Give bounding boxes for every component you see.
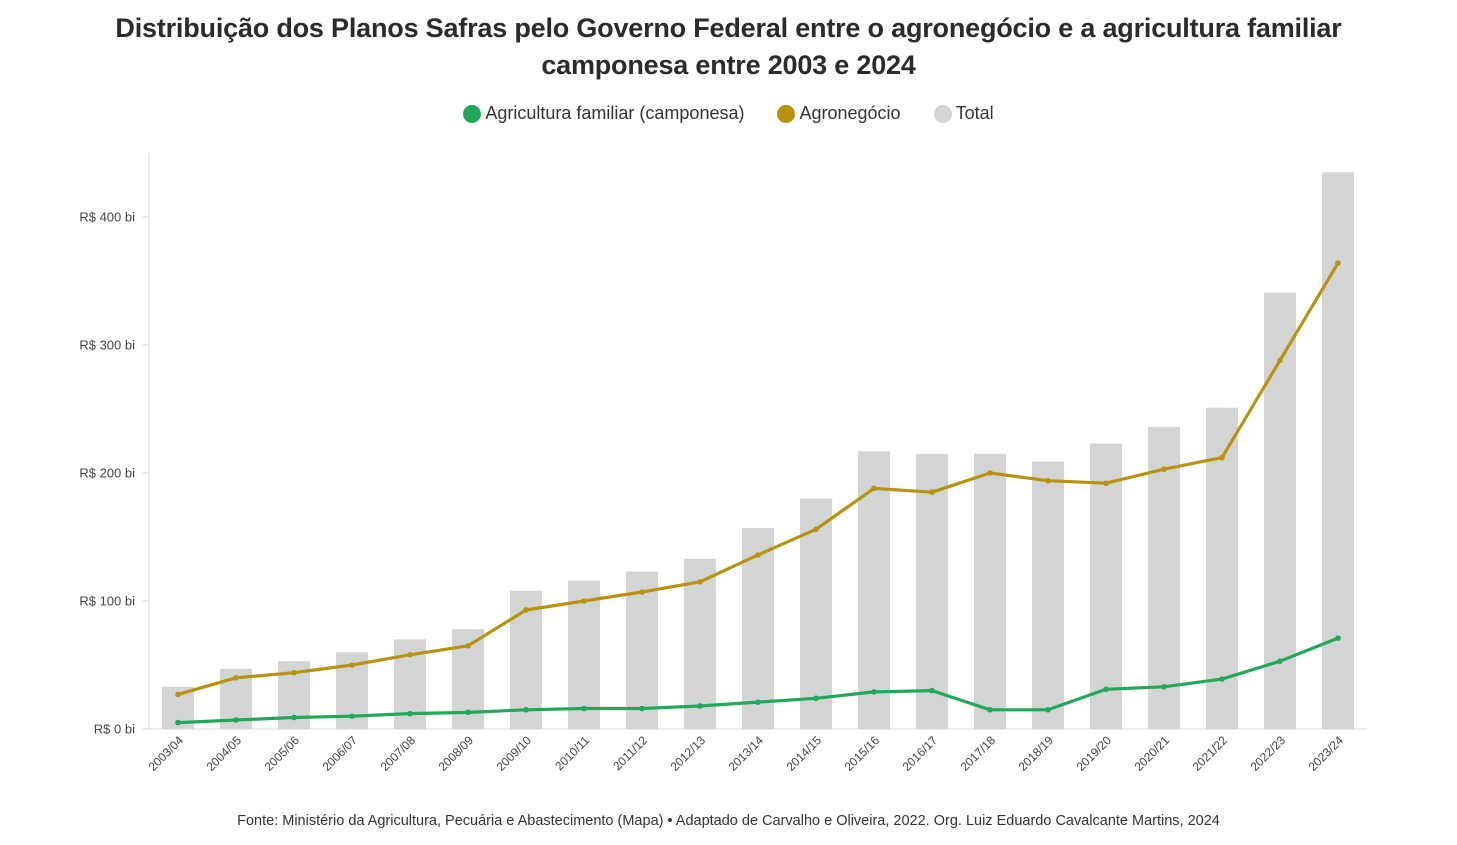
x-tick-label: 2013/14 — [726, 733, 767, 774]
point-agronegocio[interactable] — [1219, 455, 1225, 461]
point-agricultura-familiar[interactable] — [291, 715, 297, 721]
point-agricultura-familiar[interactable] — [1219, 676, 1225, 682]
x-tick-label: 2018/19 — [1016, 733, 1057, 774]
point-agronegocio[interactable] — [1161, 466, 1167, 472]
x-tick-label: 2011/12 — [610, 733, 650, 773]
x-tick-label: 2019/20 — [1074, 733, 1115, 774]
point-agronegocio[interactable] — [523, 607, 529, 613]
y-tick-label: R$ 0 bi — [94, 722, 135, 737]
x-tick-label: 2020/21 — [1132, 733, 1173, 774]
bar-total[interactable] — [974, 454, 1006, 729]
point-agronegocio[interactable] — [407, 652, 413, 658]
point-agricultura-familiar[interactable] — [349, 713, 355, 719]
y-tick-label: R$ 200 bi — [79, 466, 135, 481]
point-agronegocio[interactable] — [639, 589, 645, 595]
point-agricultura-familiar[interactable] — [813, 695, 819, 701]
x-tick-label: 2016/17 — [900, 733, 941, 774]
point-agronegocio[interactable] — [1103, 480, 1109, 486]
source-note: Fonte: Ministério da Agricultura, Pecuár… — [0, 813, 1457, 829]
point-agronegocio[interactable] — [813, 527, 819, 533]
point-agricultura-familiar[interactable] — [1161, 684, 1167, 690]
bar-total[interactable] — [1032, 461, 1064, 729]
point-agricultura-familiar[interactable] — [697, 703, 703, 709]
point-agricultura-familiar[interactable] — [581, 706, 587, 712]
point-agricultura-familiar[interactable] — [175, 720, 181, 726]
point-agronegocio[interactable] — [1277, 358, 1283, 364]
bar-total[interactable] — [916, 454, 948, 729]
point-agronegocio[interactable] — [1045, 478, 1051, 484]
point-agronegocio[interactable] — [291, 670, 297, 676]
x-tick-label: 2017/18 — [958, 733, 999, 774]
y-tick-label: R$ 300 bi — [79, 338, 135, 353]
point-agronegocio[interactable] — [233, 675, 239, 681]
x-tick-label: 2007/08 — [378, 733, 419, 774]
point-agronegocio[interactable] — [349, 662, 355, 668]
x-tick-label: 2012/13 — [668, 733, 709, 774]
point-agricultura-familiar[interactable] — [1335, 635, 1341, 641]
point-agricultura-familiar[interactable] — [407, 711, 413, 717]
x-tick-label: 2004/05 — [204, 733, 245, 774]
point-agricultura-familiar[interactable] — [465, 710, 471, 716]
x-tick-label: 2005/06 — [262, 733, 303, 774]
point-agronegocio[interactable] — [697, 579, 703, 585]
x-tick-label: 2009/10 — [494, 733, 535, 774]
point-agronegocio[interactable] — [465, 643, 471, 649]
point-agronegocio[interactable] — [581, 598, 587, 604]
point-agricultura-familiar[interactable] — [929, 688, 935, 694]
point-agronegocio[interactable] — [871, 486, 877, 492]
bar-total[interactable] — [1090, 444, 1122, 729]
x-tick-label: 2010/11 — [552, 733, 592, 773]
point-agricultura-familiar[interactable] — [639, 706, 645, 712]
bar-total[interactable] — [742, 528, 774, 729]
point-agricultura-familiar[interactable] — [233, 717, 239, 723]
point-agronegocio[interactable] — [1335, 260, 1341, 266]
point-agricultura-familiar[interactable] — [523, 707, 529, 713]
y-tick-label: R$ 100 bi — [79, 594, 135, 609]
point-agronegocio[interactable] — [987, 470, 993, 476]
x-tick-label: 2014/15 — [784, 733, 825, 774]
point-agronegocio[interactable] — [929, 489, 935, 495]
y-tick-label: R$ 400 bi — [79, 210, 135, 225]
x-tick-label: 2021/22 — [1190, 733, 1231, 774]
x-tick-label: 2003/04 — [146, 733, 187, 774]
bar-total[interactable] — [1322, 172, 1354, 729]
point-agricultura-familiar[interactable] — [871, 689, 877, 695]
x-tick-label: 2015/16 — [842, 733, 883, 774]
x-tick-label: 2008/09 — [436, 733, 477, 774]
point-agricultura-familiar[interactable] — [987, 707, 993, 713]
point-agricultura-familiar[interactable] — [755, 699, 761, 705]
x-tick-label: 2006/07 — [320, 733, 361, 774]
point-agricultura-familiar[interactable] — [1103, 687, 1109, 693]
point-agronegocio[interactable] — [175, 692, 181, 698]
point-agricultura-familiar[interactable] — [1277, 658, 1283, 664]
point-agronegocio[interactable] — [755, 552, 761, 558]
point-agricultura-familiar[interactable] — [1045, 707, 1051, 713]
bar-total[interactable] — [858, 451, 890, 729]
x-tick-label: 2022/23 — [1248, 733, 1289, 774]
x-tick-label: 2023/24 — [1306, 733, 1347, 774]
